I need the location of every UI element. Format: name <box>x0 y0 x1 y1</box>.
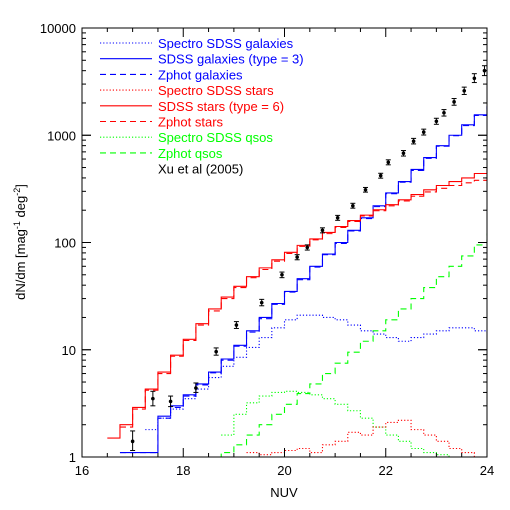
y-tick-label: 10000 <box>40 21 76 36</box>
xu2005-marker <box>462 88 467 93</box>
series-line-spectro-stars <box>246 419 487 457</box>
legend-label: Spectro SDSS stars <box>158 83 274 98</box>
xu2005-point <box>461 86 467 95</box>
y-axis-title: dN/dm [mag-1 deg-2] <box>12 184 28 300</box>
xu2005-point <box>168 395 174 408</box>
axes: 16 18 20 22 24 1 10 100 1000 10000 <box>40 21 494 478</box>
xu2005-point <box>363 186 368 193</box>
xu2005-point <box>411 137 417 145</box>
x-tick-label: 24 <box>480 463 494 478</box>
legend-entry: Zphot stars <box>100 115 224 130</box>
xu2005-point <box>385 159 391 166</box>
xu2005-point <box>492 55 497 65</box>
plot-area <box>107 55 497 457</box>
series-line-sdss-galaxies <box>119 106 487 454</box>
xu2005-marker <box>295 255 299 259</box>
xu2005-marker <box>493 58 497 62</box>
xu2005-marker <box>386 160 391 165</box>
x-axis-title: NUV <box>270 485 298 500</box>
legend-entry: Xu et al (2005) <box>158 162 243 177</box>
xu2005-marker <box>130 439 135 444</box>
series-line-sdss-stars <box>107 167 487 439</box>
series-line-spectro-qsos <box>221 390 487 457</box>
xu2005-marker <box>434 119 439 124</box>
xu2005-point <box>471 73 477 84</box>
xu2005-point <box>335 214 341 221</box>
xu2005-marker <box>151 396 155 401</box>
xu2005-marker <box>442 110 446 115</box>
y-tick-label: 1000 <box>47 128 76 143</box>
xu2005-marker <box>214 349 218 354</box>
xu2005-point <box>233 321 239 329</box>
legend-entry: SDSS galaxies (type = 3) <box>100 52 304 67</box>
x-tick-label: 16 <box>75 463 89 478</box>
legend-entry: Zphot qsos <box>100 146 223 161</box>
xu2005-marker <box>305 245 310 250</box>
series-line-spectro-galaxies <box>145 314 487 431</box>
x-tick-label: 20 <box>277 463 291 478</box>
xu2005-marker <box>280 272 284 277</box>
xu2005-point <box>433 117 439 125</box>
legend-label: SDSS galaxies (type = 3) <box>158 52 304 67</box>
xu2005-point <box>421 128 427 136</box>
xu2005-marker <box>411 139 416 144</box>
x-tick-label: 18 <box>176 463 190 478</box>
y-tick-label: 1 <box>69 450 76 465</box>
legend-label: Spectro SDSS qsos <box>158 130 273 145</box>
xu2005-marker <box>351 203 355 208</box>
series-line-zphot-stars <box>119 177 487 428</box>
xu2005-marker <box>259 300 264 305</box>
xu2005-marker <box>234 323 239 327</box>
y-tick-label: 100 <box>54 236 76 251</box>
xu2005-point <box>150 390 156 407</box>
legend-label: Xu et al (2005) <box>158 162 243 177</box>
xu2005-marker <box>421 130 426 134</box>
xu2005-point <box>279 271 285 279</box>
legend-entry: Spectro SDSS galaxies <box>100 36 294 51</box>
xu2005-marker <box>452 100 456 104</box>
y-tick-label: 10 <box>62 343 76 358</box>
legend-entry: Spectro SDSS qsos <box>100 130 273 145</box>
xu2005-point <box>400 150 406 157</box>
x-tick-label: 22 <box>379 463 393 478</box>
xu2005-marker <box>378 173 383 178</box>
legend-label: SDSS stars (type = 6) <box>158 99 284 114</box>
xu2005-marker <box>168 399 173 404</box>
legend-entry: Zphot galaxies <box>100 67 243 82</box>
xu2005-marker <box>335 215 340 220</box>
xu2005-marker <box>472 76 477 81</box>
xu2005-point <box>193 382 199 393</box>
xu2005-point <box>441 109 447 117</box>
xu2005-point <box>319 227 325 234</box>
legend-label: Zphot stars <box>158 115 224 130</box>
xu2005-point <box>294 254 300 261</box>
xu2005-marker <box>320 228 325 233</box>
xu2005-point <box>304 244 310 251</box>
legend-label: Spectro SDSS galaxies <box>158 36 294 51</box>
xu2005-marker <box>363 188 368 192</box>
legend-label: Zphot galaxies <box>158 67 243 82</box>
xu2005-marker <box>401 151 406 156</box>
xu2005-point <box>350 202 356 209</box>
legend-entry: SDSS stars (type = 6) <box>100 99 284 114</box>
xu2005-point <box>378 172 384 179</box>
legend-entry: Spectro SDSS stars <box>100 83 274 98</box>
xu2005-marker <box>194 386 198 390</box>
xu2005-point <box>259 298 265 307</box>
xu2005-point <box>130 430 136 451</box>
xu2005-point <box>213 347 219 356</box>
xu2005-point <box>451 98 457 106</box>
series-line-zphot-qsos <box>208 233 487 457</box>
legend-label: Zphot qsos <box>158 146 223 161</box>
